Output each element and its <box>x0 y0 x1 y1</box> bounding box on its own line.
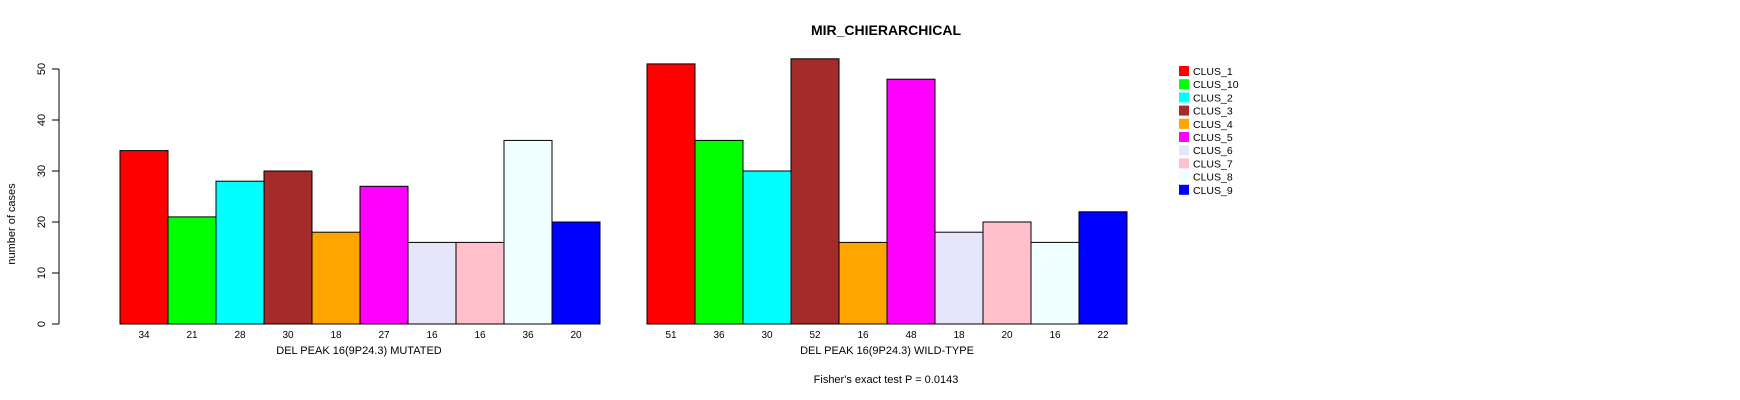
legend-swatch <box>1179 158 1189 169</box>
legend-label: CLUS_10 <box>1193 79 1239 91</box>
bar <box>455 241 505 325</box>
legend-swatch <box>1179 105 1189 116</box>
bar <box>1030 241 1080 325</box>
bar <box>263 170 313 325</box>
legend-label: CLUS_8 <box>1193 172 1233 184</box>
bar-count-label: 16 <box>857 330 869 341</box>
bar <box>838 241 888 325</box>
bar-count-label: 18 <box>330 330 342 341</box>
bar-count-label: 48 <box>905 330 917 341</box>
bar <box>934 231 984 325</box>
bar <box>551 221 601 325</box>
y-tick-label: 10 <box>36 267 48 279</box>
bar <box>646 63 696 325</box>
count-labels: 34 21 28 30 18 27 16 16 36 20 51 36 30 52 16 48 18 20 16 22 <box>138 330 1109 341</box>
legend-label: CLUS_2 <box>1193 92 1233 104</box>
bar <box>1078 211 1128 325</box>
bar <box>215 180 265 325</box>
bar-count-label: 22 <box>1097 330 1109 341</box>
bar <box>982 221 1032 325</box>
y-tick-label: 0 <box>36 321 48 327</box>
legend-swatch <box>1179 118 1189 129</box>
bar <box>790 58 840 325</box>
legend-label: CLUS_9 <box>1193 185 1233 197</box>
legend-label: CLUS_5 <box>1193 132 1233 144</box>
bar <box>503 139 553 325</box>
legend-swatch <box>1179 66 1189 76</box>
legend-swatch <box>1179 92 1189 103</box>
bar <box>167 216 217 325</box>
y-tick-label: 40 <box>36 114 48 126</box>
bars <box>119 58 1128 325</box>
y-axis-label: number of cases <box>6 183 18 265</box>
bar-count-label: 16 <box>426 330 438 341</box>
bar <box>886 78 936 325</box>
bar-count-label: 52 <box>809 330 821 341</box>
legend-label: CLUS_4 <box>1193 119 1233 131</box>
bar-count-label: 27 <box>378 330 390 341</box>
bar-count-label: 51 <box>665 330 677 341</box>
legend-label: CLUS_6 <box>1193 145 1233 157</box>
legend-label: CLUS_7 <box>1193 158 1233 170</box>
bar-count-label: 30 <box>761 330 773 341</box>
bar <box>119 150 169 325</box>
bar-count-label: 34 <box>138 330 150 341</box>
fisher-test-footnote: Fisher's exact test P = 0.0143 <box>814 374 959 386</box>
legend-label: CLUS_1 <box>1193 66 1233 78</box>
bar-count-label: 20 <box>570 330 582 341</box>
legend: CLUS_1CLUS_10CLUS_2CLUS_3CLUS_4CLUS_5CLU… <box>1179 66 1239 197</box>
group-label-wild-type: DEL PEAK 16(9P24.3) WILD-TYPE <box>800 345 974 357</box>
y-tick-label: 30 <box>36 165 48 177</box>
bar <box>742 170 792 325</box>
y-tick-label: 50 <box>36 63 48 75</box>
y-axis: 0 10 20 30 40 50 <box>36 63 60 327</box>
bar <box>407 241 457 325</box>
legend-swatch <box>1179 79 1189 90</box>
bar-count-label: 36 <box>522 330 534 341</box>
group-label-mutated: DEL PEAK 16(9P24.3) MUTATED <box>276 345 442 357</box>
bar-count-label: 18 <box>953 330 965 341</box>
bar-count-label: 21 <box>186 330 198 341</box>
bar <box>694 139 744 325</box>
chart-title: MIR_CHIERARCHICAL <box>811 22 962 38</box>
legend-label: CLUS_3 <box>1193 106 1233 118</box>
bar <box>359 185 409 325</box>
bar-count-label: 20 <box>1001 330 1013 341</box>
legend-swatch <box>1179 145 1189 156</box>
bar-count-label: 36 <box>713 330 725 341</box>
y-tick-label: 20 <box>36 216 48 228</box>
bar-count-label: 16 <box>474 330 486 341</box>
bar <box>311 231 361 325</box>
legend-swatch <box>1179 184 1189 195</box>
bar-count-label: 28 <box>234 330 246 341</box>
bar-count-label: 16 <box>1049 330 1061 341</box>
legend-swatch <box>1179 132 1189 142</box>
bar-count-label: 30 <box>282 330 294 341</box>
legend-swatch <box>1179 171 1189 182</box>
